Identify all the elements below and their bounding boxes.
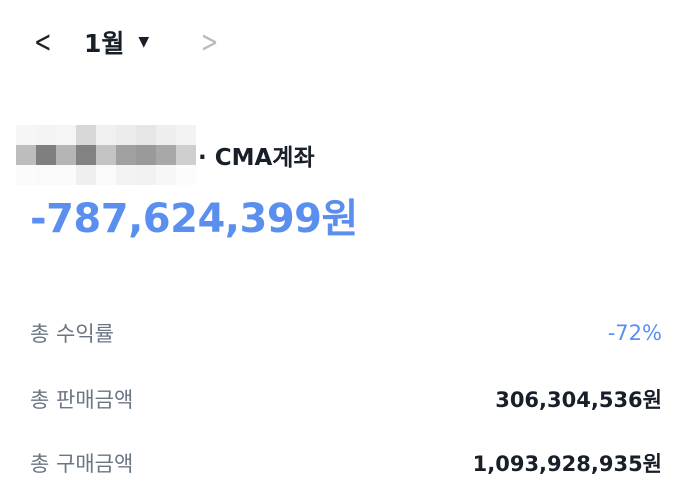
mosaic-cell: [16, 125, 36, 145]
blurred-account-name: [16, 125, 196, 185]
mosaic-cell: [76, 125, 96, 145]
mosaic-cell: [96, 125, 116, 145]
mosaic-cell: [156, 125, 176, 145]
mosaic-cell: [176, 165, 196, 185]
mosaic-cell: [176, 145, 196, 165]
month-selector[interactable]: 1월: [84, 29, 125, 58]
summary-value: 1,093,928,935원: [472, 452, 662, 476]
chevron-right-icon[interactable]: >: [200, 24, 219, 60]
mosaic-cell: [56, 145, 76, 165]
total-profit-amount: -787,624,399원: [30, 196, 358, 242]
mosaic-cell: [176, 125, 196, 145]
mosaic-cell: [96, 165, 116, 185]
mosaic-cell: [136, 145, 156, 165]
mosaic-cell: [116, 165, 136, 185]
summary-value: -72%: [607, 321, 662, 345]
mosaic-cell: [116, 145, 136, 165]
mosaic-cell: [156, 165, 176, 185]
chevron-left-icon[interactable]: <: [34, 24, 52, 60]
mosaic-cell: [36, 125, 56, 145]
mosaic-cell: [36, 145, 56, 165]
account-title: · CMA계좌: [16, 125, 315, 185]
mosaic-cell: [76, 165, 96, 185]
mosaic-cell: [36, 165, 56, 185]
account-type: · CMA계좌: [198, 145, 315, 171]
mosaic-cell: [16, 145, 36, 165]
summary-label: 총 구매금액: [30, 452, 134, 476]
summary-row-buy-amount: 총 구매금액 1,093,928,935원: [30, 448, 662, 478]
summary-row-return-rate: 총 수익률 -72%: [30, 318, 662, 348]
summary-label: 총 판매금액: [30, 388, 134, 412]
mosaic-cell: [56, 125, 76, 145]
mosaic-cell: [116, 125, 136, 145]
summary-label: 총 수익률: [30, 322, 114, 346]
mosaic-cell: [76, 145, 96, 165]
mosaic-cell: [96, 145, 116, 165]
summary-row-sell-amount: 총 판매금액 306,304,536원: [30, 384, 662, 414]
month-navigator: < 1월 ▼ >: [28, 22, 222, 62]
mosaic-cell: [156, 145, 176, 165]
caret-down-icon[interactable]: ▼: [138, 34, 150, 50]
summary-value: 306,304,536원: [495, 388, 662, 412]
mosaic-cell: [136, 125, 156, 145]
mosaic-cell: [16, 165, 36, 185]
mosaic-cell: [136, 165, 156, 185]
mosaic-cell: [56, 165, 76, 185]
